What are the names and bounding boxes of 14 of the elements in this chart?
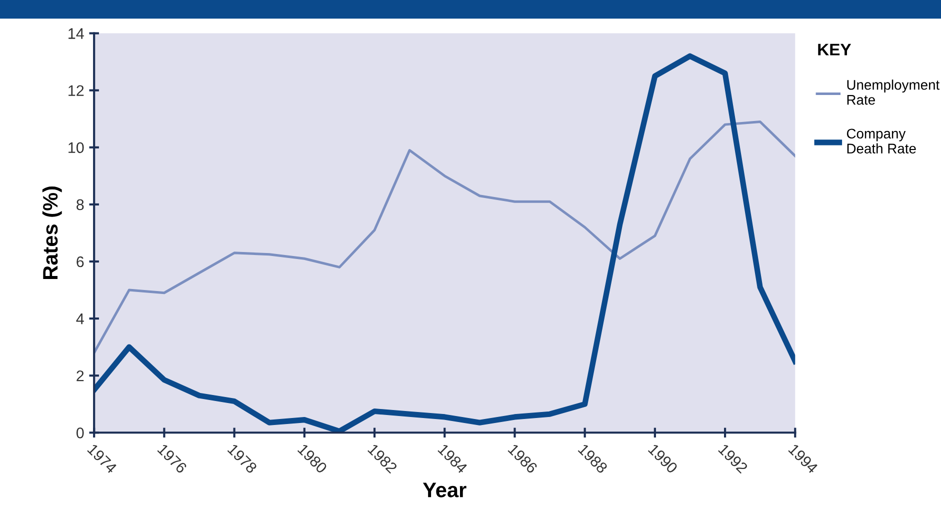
legend-label: Unemployment Rate <box>847 80 940 105</box>
y-tick-label: 12 <box>68 85 84 96</box>
y-tick-label: 2 <box>76 370 84 382</box>
y-tick-label: 6 <box>76 256 84 268</box>
y-tick-label: 8 <box>76 199 84 210</box>
line-series <box>94 120 796 354</box>
x-axis-title: Year <box>422 482 466 498</box>
legend-label: Company Death Rate <box>846 128 916 154</box>
y-tick-label: 4 <box>76 314 84 324</box>
y-axis-title: Rates (%) <box>42 186 62 280</box>
y-tick-label: 10 <box>68 142 84 154</box>
y-tick-label: 0 <box>76 428 84 438</box>
y-tick-label: 14 <box>68 28 84 39</box>
legend-title: KEY <box>818 44 852 56</box>
